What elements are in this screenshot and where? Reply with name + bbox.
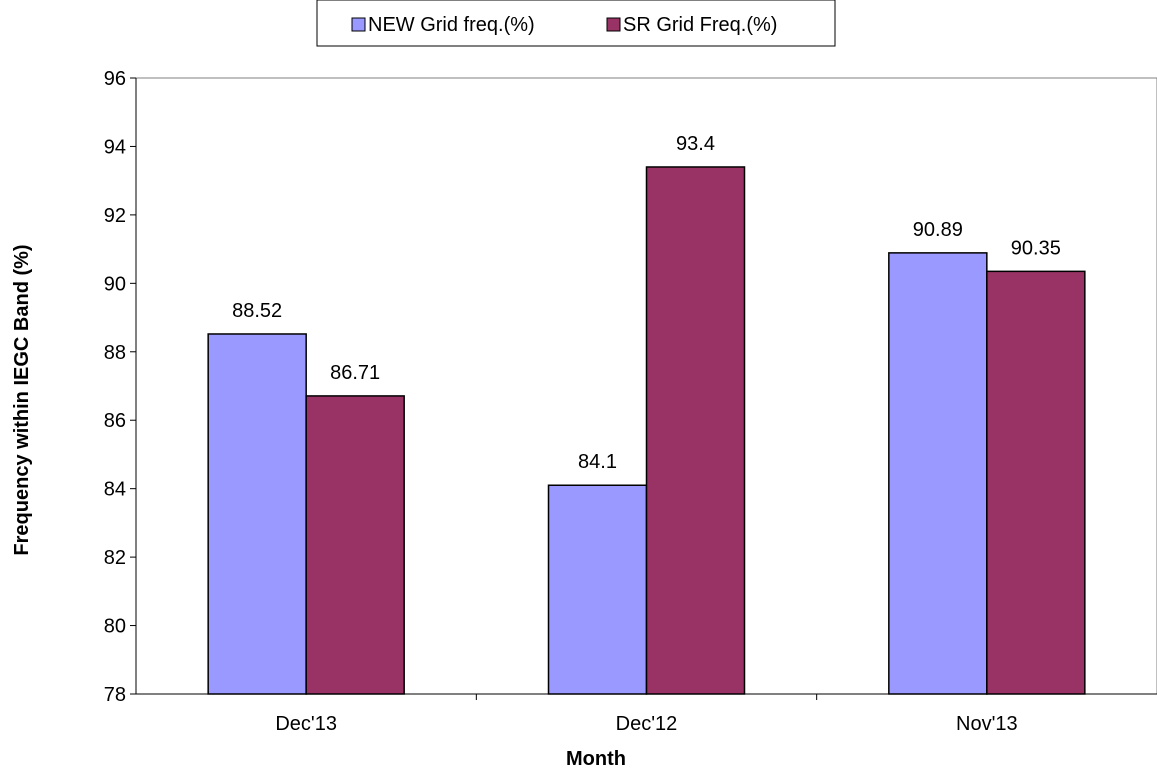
bar xyxy=(547,484,648,695)
x-axis-title: Month xyxy=(566,748,626,770)
y-tick-label: 88 xyxy=(104,342,126,364)
legend-swatch-new-grid xyxy=(351,17,366,32)
legend-box xyxy=(316,0,836,47)
data-label: 84.1 xyxy=(578,451,617,473)
legend-swatch-sr-grid xyxy=(606,17,621,32)
bar xyxy=(645,166,746,695)
legend-label-sr-grid: SR Grid Freq.(%) xyxy=(623,14,777,36)
y-tick-label: 94 xyxy=(104,136,126,158)
bar xyxy=(305,395,405,695)
x-tick-label: Dec'12 xyxy=(616,713,678,735)
y-tick-label: 92 xyxy=(104,205,126,227)
y-tick-label: 80 xyxy=(104,616,126,638)
data-label: 93.4 xyxy=(676,133,715,155)
bar xyxy=(888,252,988,695)
data-label: 86.71 xyxy=(330,362,380,384)
y-tick-label: 78 xyxy=(104,684,126,706)
bar xyxy=(207,333,307,695)
bar xyxy=(986,270,1086,695)
plot-area: 78 80 82 84 86 88 90 92 94 96 88.52 86.71 Dec'13 84.1… xyxy=(104,68,1157,735)
data-label: 90.35 xyxy=(1011,237,1061,259)
y-tick-label: 84 xyxy=(104,479,126,501)
y-tick-label: 82 xyxy=(104,547,126,569)
data-label: 90.89 xyxy=(913,219,963,241)
y-tick-label: 86 xyxy=(104,410,126,432)
x-tick-label: Dec'13 xyxy=(275,713,337,735)
y-tick-label: 96 xyxy=(104,68,126,90)
data-label: 88.52 xyxy=(232,300,282,322)
legend: NEW Grid freq.(%) SR Grid Freq.(%) xyxy=(316,0,836,47)
x-tick-label: Nov'13 xyxy=(956,713,1018,735)
y-tick-label: 90 xyxy=(104,273,126,295)
y-axis-title: Frequency within IEGC Band (%) xyxy=(11,244,33,555)
legend-label-new-grid: NEW Grid freq.(%) xyxy=(368,14,535,36)
